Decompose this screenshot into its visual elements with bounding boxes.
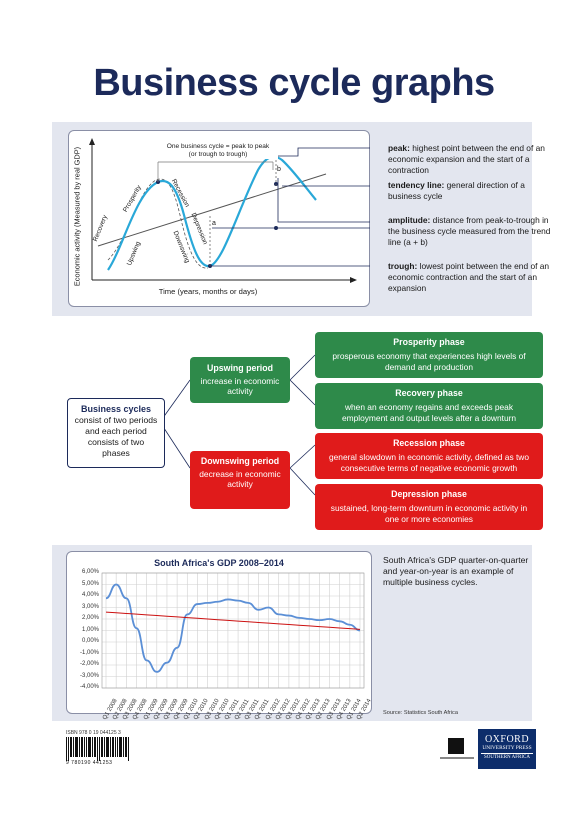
partner-logo-text-icon <box>440 757 474 759</box>
y-tick-label: 2,00% <box>81 615 99 621</box>
definition-amplitude: amplitude: distance from peak-to-trough … <box>388 215 551 248</box>
recession-title: Recession phase <box>393 438 465 448</box>
cycle-graph-box <box>68 130 370 307</box>
depression-phase: Depression phase sustained, long-term do… <box>315 484 543 530</box>
y-tick-label: -1,00% <box>79 649 99 656</box>
y-tick-label: 4,00% <box>81 592 99 598</box>
y-tick-label: 1,00% <box>81 626 99 633</box>
business-cycles-text: consist of two periods and each period c… <box>74 415 158 458</box>
gdp-chart-title: South Africa's GDP 2008–2014 <box>154 558 284 568</box>
x-axis-label: Time (years, months or days) <box>158 287 258 296</box>
definition-trough: trough: lowest point between the end of … <box>388 261 550 294</box>
upswing-node: Upswing period increase in economic acti… <box>190 357 290 403</box>
y-tick-label: -2,00% <box>79 661 99 667</box>
recovery-phase: Recovery phase when an economy regains a… <box>315 383 543 429</box>
gdp-trend-line <box>105 611 361 630</box>
partner-logo-icon <box>448 738 464 754</box>
barcode-digits: 9 780190 441253 <box>66 760 113 766</box>
page-title: Business cycle graphs <box>93 62 495 104</box>
recession-phase: Recession phase general slowdown in econ… <box>315 433 543 479</box>
definitions: peak: highest point between the end of a… <box>388 143 553 303</box>
y-tick-label: -3,00% <box>79 672 99 679</box>
definition-peak: peak: highest point between the end of a… <box>388 143 545 176</box>
mark-b: b <box>277 166 281 173</box>
y-tick-label: 3,00% <box>81 603 99 610</box>
business-cycles-box: Business cycles consist of two periods a… <box>67 398 165 468</box>
recovery-title: Recovery phase <box>395 388 463 398</box>
gdp-note: South Africa's GDP quarter-on-quarter an… <box>383 555 529 588</box>
gdp-chart <box>101 572 365 689</box>
upswing-title: Upswing period <box>207 363 273 373</box>
y-tick-label: -4,00% <box>79 684 99 690</box>
oxford-logo-line3: SOUTHERN AFRICA <box>481 753 533 761</box>
depression-text: sustained, long-term downturn in economi… <box>330 503 528 524</box>
upswing-text: increase in economic activity <box>200 375 280 397</box>
depression-title: Depression phase <box>391 489 467 499</box>
gdp-series-line <box>105 583 361 673</box>
prosperity-phase: Prosperity phase prosperous economy that… <box>315 332 543 378</box>
business-cycles-title: Business cycles <box>80 404 152 414</box>
oxford-logo: OXFORD UNIVERSITY PRESS SOUTHERN AFRICA <box>478 729 536 769</box>
cycle-note: One business cycle = peak to peak (or tr… <box>158 143 278 159</box>
recovery-text: when an economy regains and exceeds peak… <box>341 402 517 423</box>
downswing-text: decrease in economic activity <box>199 468 281 490</box>
isbn-text: ISBN 978 0 19 044125 3 <box>66 730 121 736</box>
y-tick-label: 0,00% <box>81 638 99 644</box>
y-tick-label: 6,00% <box>81 569 99 575</box>
y-tick-label: 5,00% <box>81 580 99 587</box>
barcode <box>66 737 129 761</box>
y-axis-label: Economic activity (Measured by real GDP) <box>72 146 82 287</box>
oxford-logo-line1: OXFORD <box>484 734 530 745</box>
plot-area <box>101 572 365 689</box>
cycle-graph <box>89 138 370 283</box>
downswing-title: Downswing period <box>200 456 280 466</box>
oxford-logo-line2: UNIVERSITY PRESS <box>482 745 532 751</box>
recession-text: general slowdown in economic activity, d… <box>328 452 530 473</box>
definition-tendency-line: tendency line: general direction of a bu… <box>388 180 525 202</box>
prosperity-title: Prosperity phase <box>393 337 465 347</box>
mark-a: a <box>212 220 216 227</box>
prosperity-text: prosperous economy that experiences high… <box>332 351 526 372</box>
downswing-node: Downswing period decrease in economic ac… <box>190 451 290 509</box>
gdp-chart-box <box>66 551 372 714</box>
source-note: Source: Statistics South Africa <box>383 710 458 716</box>
tree-connectors <box>160 354 316 496</box>
